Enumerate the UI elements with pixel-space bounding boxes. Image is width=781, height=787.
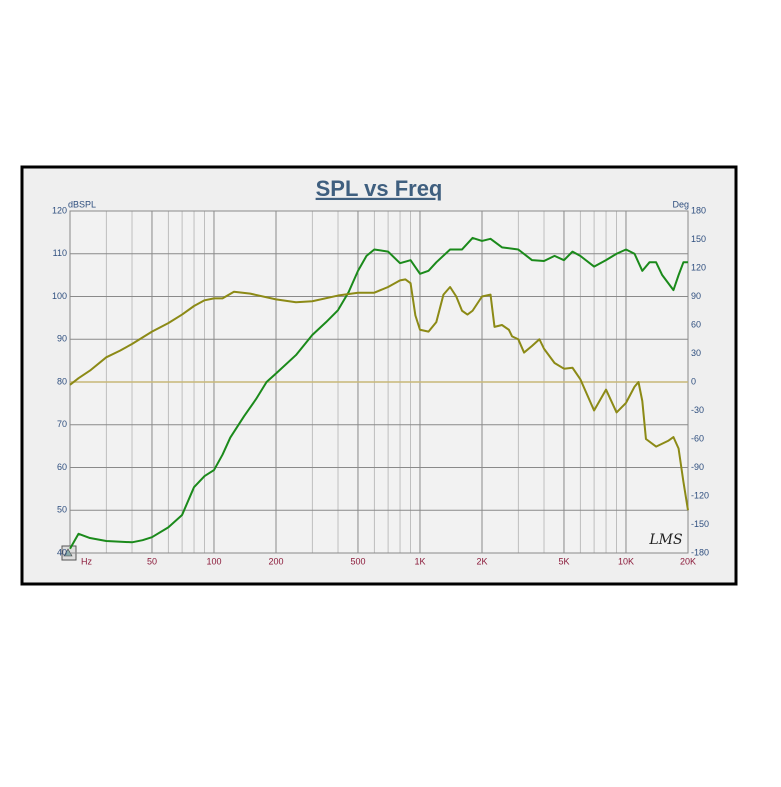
y-tick-label: 100 xyxy=(52,291,67,301)
y2-axis-label: Deg xyxy=(672,199,689,209)
x-tick-label: 200 xyxy=(268,556,283,566)
x-tick-label: 10K xyxy=(618,556,634,566)
x-tick-label: 5K xyxy=(558,556,569,566)
series-line xyxy=(69,236,688,550)
y-tick-label: 40 xyxy=(57,547,67,557)
x-tick-label: 20K xyxy=(680,556,696,566)
y2-tick-label: -30 xyxy=(691,405,704,415)
y2-tick-label: 150 xyxy=(691,234,706,244)
y2-tick-label: 90 xyxy=(691,291,701,301)
x-tick-label: 500 xyxy=(350,556,365,566)
y-tick-label: 60 xyxy=(57,462,67,472)
y2-tick-label: -60 xyxy=(691,433,704,443)
x-tick-label: 1K xyxy=(414,556,425,566)
y-tick-label: 120 xyxy=(52,205,67,215)
series-line xyxy=(69,278,689,511)
y-axis-label: dBSPL xyxy=(68,199,96,209)
y2-tick-label: 30 xyxy=(691,348,701,358)
watermark: LMS xyxy=(648,532,682,548)
y-tick-label: 90 xyxy=(57,334,67,344)
y2-tick-label: -150 xyxy=(691,519,709,529)
y-tick-label: 70 xyxy=(57,419,67,429)
y2-tick-label: -120 xyxy=(691,490,709,500)
y2-tick-label: -180 xyxy=(691,547,709,557)
x-tick-label: 100 xyxy=(206,556,221,566)
chart-title: SPL vs Freq xyxy=(316,176,443,201)
y2-tick-label: 120 xyxy=(691,262,706,272)
x-tick-label: 50 xyxy=(147,556,157,566)
y2-tick-label: 0 xyxy=(691,376,696,386)
y2-tick-label: 60 xyxy=(691,319,701,329)
y2-tick-label: -90 xyxy=(691,462,704,472)
y-tick-label: 80 xyxy=(57,376,67,386)
x-tick-label: 2K xyxy=(476,556,487,566)
y-tick-label: 110 xyxy=(53,248,67,258)
x-axis-label: Hz xyxy=(81,556,92,566)
y2-tick-label: 180 xyxy=(691,205,706,215)
y-tick-label: 50 xyxy=(57,505,67,515)
